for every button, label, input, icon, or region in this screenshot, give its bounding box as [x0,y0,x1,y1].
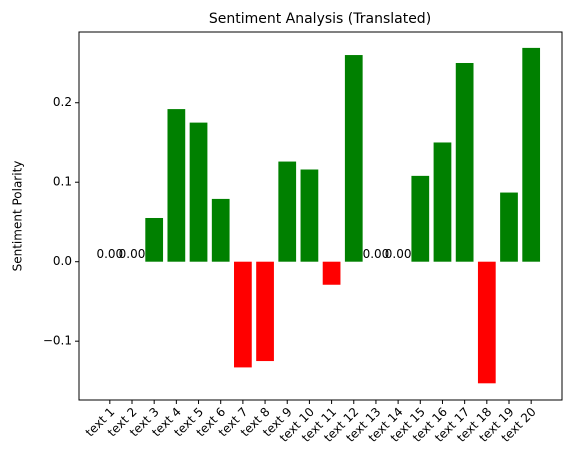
plot-frame [78,31,563,401]
bar [344,55,363,262]
bar [433,142,452,262]
bar [234,261,252,368]
bar [477,261,496,384]
y-tick-label: 0.0 [53,254,72,268]
bar [322,261,341,285]
bar [145,217,164,262]
bar [211,198,230,262]
y-tick-label: 0.1 [53,175,72,189]
bar [256,261,274,362]
bar [300,169,319,262]
bar [189,122,208,262]
y-tick-label: 0.2 [53,95,72,109]
value-label: 0.00 [385,247,412,261]
bar [167,109,186,262]
bar [500,192,518,262]
bar [278,161,297,262]
value-label: 0.00 [363,247,390,261]
value-label: 0.00 [96,247,123,261]
value-label: 0.00 [119,247,146,261]
y-axis-label: Sentiment Polarity [11,161,25,272]
chart-title: Sentiment Analysis (Translated) [209,11,431,27]
bar [411,175,430,262]
bar [455,62,474,262]
y-tick-label: −0.1 [43,334,72,348]
bar [522,47,541,262]
